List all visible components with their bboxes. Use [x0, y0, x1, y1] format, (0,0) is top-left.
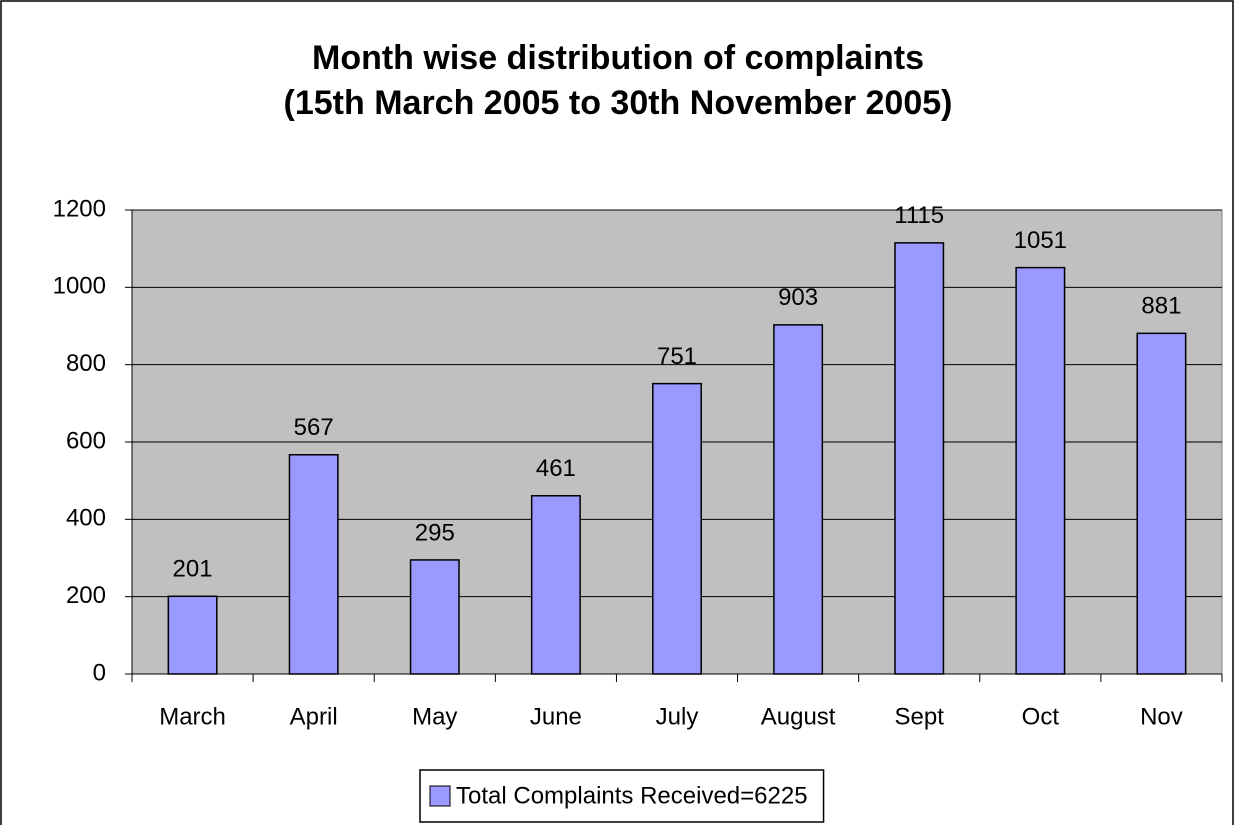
data-label: 1051	[1014, 227, 1067, 254]
y-tick-label: 200	[66, 582, 106, 609]
data-label: 751	[657, 343, 697, 370]
bar	[1015, 266, 1066, 675]
bar	[1136, 332, 1187, 675]
data-label: 1115	[894, 202, 944, 229]
data-label: 567	[294, 414, 334, 441]
data-label: 295	[415, 519, 455, 546]
data-label: 903	[778, 284, 818, 311]
x-tick-label: July	[656, 703, 699, 730]
chart-title: Month wise distribution of complaints	[312, 39, 924, 77]
x-tick-label: Sept	[895, 703, 945, 730]
legend-box	[419, 769, 825, 823]
x-tick-label: May	[412, 703, 457, 730]
bar	[652, 382, 702, 675]
bar	[773, 324, 824, 675]
bar	[894, 242, 945, 675]
bar	[288, 454, 339, 675]
x-tick-label: March	[159, 703, 226, 730]
y-tick-label: 600	[66, 427, 106, 454]
y-tick-label: 0	[93, 659, 106, 686]
x-tick-label: August	[761, 703, 836, 730]
data-label: 881	[1141, 293, 1181, 320]
legend-swatch	[429, 785, 451, 807]
x-tick-label: June	[530, 703, 582, 730]
x-tick-label: Oct	[1022, 703, 1060, 730]
x-tick-label: April	[290, 703, 338, 730]
data-label: 201	[173, 556, 213, 583]
y-tick-label: 1000	[53, 273, 106, 300]
data-label: 461	[536, 455, 576, 482]
y-tick-label: 400	[66, 505, 106, 532]
legend-label: Total Complaints Received=6225	[456, 782, 808, 809]
x-tick-label: Nov	[1140, 703, 1183, 730]
bar	[409, 559, 460, 675]
chart-subtitle: (15th March 2005 to 30th November 2005)	[284, 84, 953, 122]
y-tick-label: 1200	[53, 195, 106, 222]
bar	[167, 595, 218, 675]
bar	[530, 494, 581, 675]
y-tick-label: 800	[66, 350, 106, 377]
